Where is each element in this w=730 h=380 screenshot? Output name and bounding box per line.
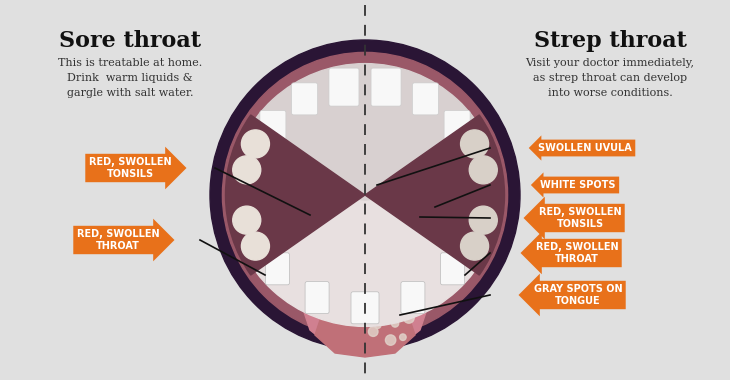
- Circle shape: [353, 173, 377, 197]
- Circle shape: [424, 206, 432, 214]
- Circle shape: [412, 263, 419, 270]
- Circle shape: [389, 269, 399, 279]
- Text: GRAY SPOTS ON
TONGUE: GRAY SPOTS ON TONGUE: [534, 284, 622, 306]
- Circle shape: [411, 272, 418, 279]
- FancyBboxPatch shape: [351, 292, 379, 324]
- Wedge shape: [229, 190, 501, 326]
- FancyBboxPatch shape: [329, 68, 359, 106]
- Text: Strep throat: Strep throat: [534, 30, 686, 52]
- Circle shape: [375, 182, 431, 238]
- Circle shape: [280, 120, 450, 290]
- Circle shape: [403, 241, 415, 253]
- Circle shape: [356, 188, 374, 206]
- Circle shape: [233, 156, 261, 184]
- Polygon shape: [315, 300, 415, 357]
- FancyBboxPatch shape: [401, 282, 425, 314]
- Circle shape: [469, 206, 497, 234]
- Text: RED, SWOLLEN
TONSILS: RED, SWOLLEN TONSILS: [88, 157, 172, 179]
- Circle shape: [395, 296, 402, 303]
- Circle shape: [369, 327, 378, 336]
- Circle shape: [210, 40, 520, 350]
- Circle shape: [426, 201, 434, 209]
- Circle shape: [383, 185, 423, 225]
- Circle shape: [404, 303, 416, 314]
- Circle shape: [413, 303, 421, 311]
- FancyBboxPatch shape: [291, 83, 318, 115]
- Text: RED, SWOLLEN
TONSILS: RED, SWOLLEN TONSILS: [539, 207, 621, 229]
- Circle shape: [407, 296, 417, 306]
- Text: Visit your doctor immediately,
as strep throat can develop
into worse conditions: Visit your doctor immediately, as strep …: [526, 58, 694, 98]
- Circle shape: [369, 272, 377, 280]
- Circle shape: [461, 232, 488, 260]
- Circle shape: [377, 245, 385, 253]
- Circle shape: [469, 156, 497, 184]
- Circle shape: [404, 286, 411, 292]
- FancyBboxPatch shape: [305, 282, 329, 314]
- Wedge shape: [365, 115, 504, 275]
- Circle shape: [421, 213, 429, 221]
- FancyBboxPatch shape: [465, 211, 489, 242]
- Circle shape: [307, 185, 347, 225]
- Circle shape: [431, 216, 439, 224]
- Text: RED, SWOLLEN
THROAT: RED, SWOLLEN THROAT: [536, 242, 618, 264]
- Wedge shape: [249, 185, 481, 301]
- Text: Sore throat: Sore throat: [59, 30, 201, 52]
- Circle shape: [399, 334, 406, 340]
- Circle shape: [233, 206, 261, 234]
- Circle shape: [375, 271, 385, 280]
- Polygon shape: [295, 225, 435, 355]
- Circle shape: [404, 313, 414, 323]
- FancyBboxPatch shape: [266, 253, 290, 285]
- FancyBboxPatch shape: [240, 147, 266, 180]
- Circle shape: [433, 209, 441, 217]
- Circle shape: [419, 199, 427, 207]
- Text: SWOLLEN UVULA: SWOLLEN UVULA: [538, 143, 632, 153]
- Wedge shape: [229, 63, 501, 200]
- FancyBboxPatch shape: [412, 83, 439, 115]
- Circle shape: [391, 243, 403, 254]
- FancyBboxPatch shape: [260, 111, 286, 142]
- FancyBboxPatch shape: [371, 68, 401, 106]
- Circle shape: [395, 301, 402, 307]
- Circle shape: [385, 268, 394, 278]
- Circle shape: [386, 267, 397, 278]
- Text: RED, SWOLLEN
THROAT: RED, SWOLLEN THROAT: [77, 229, 159, 251]
- Circle shape: [391, 252, 401, 262]
- Circle shape: [371, 277, 377, 284]
- Circle shape: [223, 52, 507, 337]
- Circle shape: [399, 257, 407, 264]
- Circle shape: [393, 293, 402, 302]
- FancyBboxPatch shape: [464, 147, 490, 180]
- Circle shape: [461, 130, 488, 158]
- Circle shape: [242, 130, 269, 158]
- Circle shape: [299, 182, 355, 238]
- Wedge shape: [226, 115, 365, 275]
- Circle shape: [374, 270, 382, 278]
- Circle shape: [429, 196, 437, 204]
- Circle shape: [436, 203, 444, 211]
- Circle shape: [385, 335, 396, 345]
- Circle shape: [369, 253, 374, 259]
- Circle shape: [374, 322, 381, 328]
- Circle shape: [303, 153, 427, 277]
- Text: This is treatable at home.
Drink  warm liquids &
gargle with salt water.: This is treatable at home. Drink warm li…: [58, 58, 202, 98]
- Text: WHITE SPOTS: WHITE SPOTS: [540, 180, 615, 190]
- FancyBboxPatch shape: [440, 253, 464, 285]
- Circle shape: [391, 320, 399, 327]
- Circle shape: [323, 183, 407, 267]
- Circle shape: [242, 232, 269, 260]
- Circle shape: [375, 240, 386, 251]
- Wedge shape: [241, 175, 489, 299]
- FancyBboxPatch shape: [444, 111, 470, 142]
- FancyBboxPatch shape: [241, 211, 265, 242]
- Circle shape: [380, 307, 388, 315]
- Circle shape: [400, 259, 407, 265]
